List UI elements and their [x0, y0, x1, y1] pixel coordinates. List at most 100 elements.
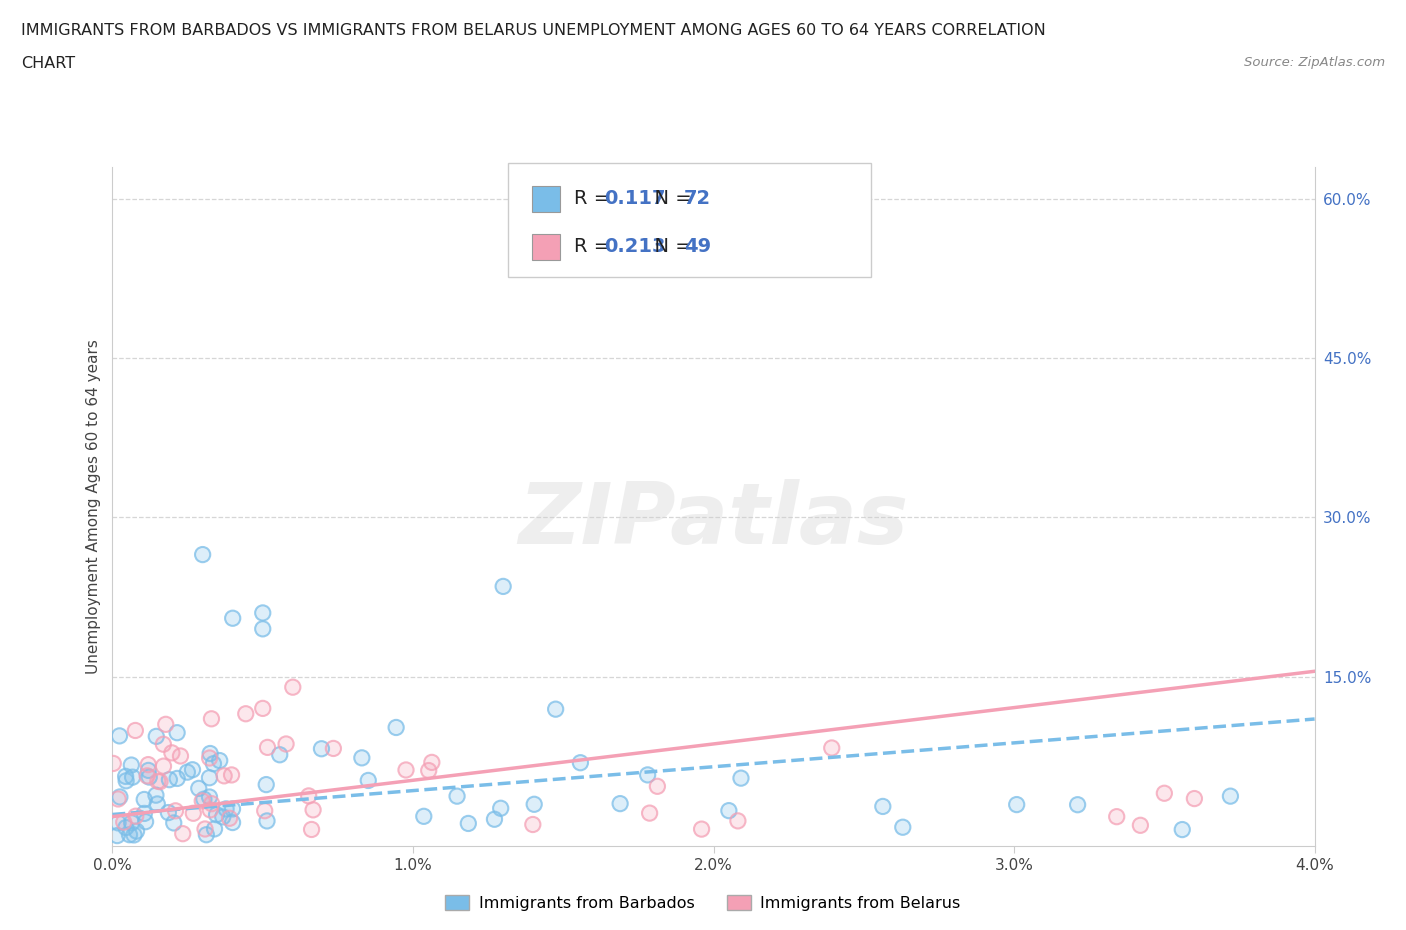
Point [609, 796, 631, 811]
Point [202, 756, 225, 771]
Point [253, 804, 276, 818]
Point [569, 755, 592, 770]
Point [138, 763, 160, 777]
Point [717, 804, 740, 818]
Point [1153, 786, 1175, 801]
Point [157, 805, 180, 820]
Point [198, 746, 221, 761]
Point [195, 828, 218, 843]
Point [208, 753, 231, 768]
Point [152, 737, 174, 751]
Point [252, 605, 274, 620]
Point [302, 803, 325, 817]
Point [198, 770, 221, 785]
Point [609, 796, 631, 811]
Point [484, 812, 506, 827]
Point [181, 805, 204, 820]
Point [1182, 791, 1205, 806]
Point [122, 828, 145, 843]
Point [269, 748, 291, 763]
Point [138, 770, 160, 785]
Point [163, 816, 186, 830]
Point [115, 820, 138, 835]
Point [121, 816, 143, 830]
Point [121, 770, 143, 785]
Text: ZIPatlas: ZIPatlas [519, 479, 908, 562]
Point [638, 805, 661, 820]
Point [204, 821, 226, 836]
Point [160, 745, 183, 760]
Point [176, 764, 198, 779]
Point [1066, 797, 1088, 812]
Point [149, 775, 172, 790]
Point [821, 740, 844, 755]
Point [717, 804, 740, 818]
Point [152, 737, 174, 751]
Point [385, 720, 408, 735]
Point [492, 579, 515, 594]
Point [103, 756, 125, 771]
Point [298, 789, 321, 804]
Point [165, 804, 187, 818]
Point [155, 717, 177, 732]
Point [727, 814, 749, 829]
Point [125, 809, 148, 824]
Point [166, 725, 188, 740]
Point [1066, 797, 1088, 812]
Point [418, 764, 440, 778]
Text: 49: 49 [683, 237, 711, 257]
Point [149, 775, 172, 790]
Point [1105, 809, 1128, 824]
Point [152, 759, 174, 774]
Point [194, 821, 217, 836]
Legend: Immigrants from Barbados, Immigrants from Belarus: Immigrants from Barbados, Immigrants fro… [439, 889, 967, 917]
Point [274, 737, 297, 751]
Point [120, 758, 142, 773]
Point [492, 579, 515, 594]
Point [134, 792, 156, 807]
Point [198, 790, 221, 804]
Point [1171, 822, 1194, 837]
Point [638, 805, 661, 820]
Point [235, 706, 257, 721]
Point [322, 741, 344, 756]
Point [253, 804, 276, 818]
Point [118, 828, 141, 843]
Point [544, 702, 567, 717]
Point [302, 803, 325, 817]
Point [446, 789, 468, 804]
Point [191, 793, 214, 808]
Point [730, 771, 752, 786]
Point [522, 817, 544, 832]
Point [136, 768, 159, 783]
Text: IMMIGRANTS FROM BARBADOS VS IMMIGRANTS FROM BELARUS UNEMPLOYMENT AMONG AGES 60 T: IMMIGRANTS FROM BARBADOS VS IMMIGRANTS F… [21, 23, 1046, 38]
Point [301, 822, 323, 837]
Text: Source: ZipAtlas.com: Source: ZipAtlas.com [1244, 56, 1385, 69]
Point [457, 816, 479, 830]
Point [191, 547, 214, 562]
Point [446, 789, 468, 804]
Point [311, 741, 333, 756]
Point [112, 815, 135, 830]
Text: 0.213: 0.213 [603, 237, 665, 257]
Point [166, 725, 188, 740]
Point [647, 778, 669, 793]
Point [165, 804, 187, 818]
Point [121, 816, 143, 830]
Point [1105, 809, 1128, 824]
Point [252, 701, 274, 716]
Point [1182, 791, 1205, 806]
Point [357, 773, 380, 788]
Point [254, 777, 277, 792]
Point [145, 788, 167, 803]
Point [152, 759, 174, 774]
Point [135, 815, 157, 830]
Point [298, 789, 321, 804]
Point [1171, 822, 1194, 837]
Point [357, 773, 380, 788]
Point [395, 763, 418, 777]
Point [122, 828, 145, 843]
Point [115, 774, 138, 789]
Point [191, 793, 214, 808]
Point [135, 815, 157, 830]
